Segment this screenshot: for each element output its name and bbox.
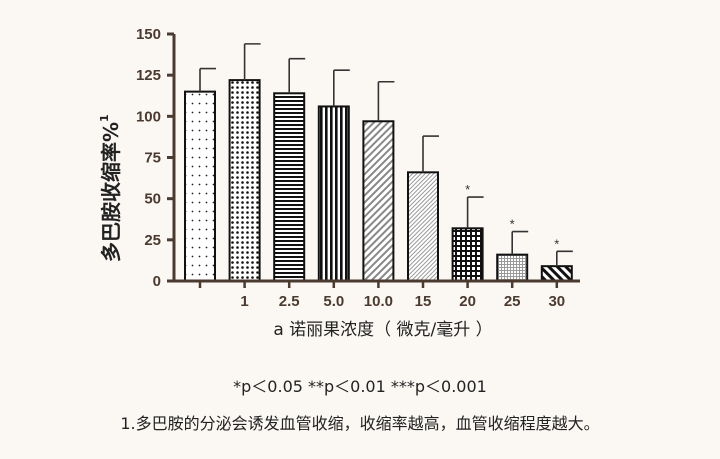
y-axis-label-text: 多巴胺收缩率% <box>99 122 123 262</box>
x-tick-label: 1 <box>240 293 248 310</box>
y-tick-label: 50 <box>144 191 161 208</box>
x-tick-label: 5.0 <box>323 293 344 310</box>
significance-marker: * <box>510 217 515 232</box>
x-tick-label: 2.5 <box>279 293 300 310</box>
bar <box>451 227 484 283</box>
x-tick-label: 15 <box>415 293 432 310</box>
y-ticks-group: 0 25 50 75 100 125 150 <box>136 26 174 290</box>
bar <box>317 105 350 282</box>
x-tick-label: 20 <box>459 293 476 310</box>
significance-marker: * <box>554 236 559 251</box>
y-axis-label-superscript: 1 <box>98 114 111 122</box>
y-tick-label: 125 <box>136 67 161 84</box>
bar <box>228 79 261 282</box>
y-axis-label: 多巴胺收缩率%1 <box>98 114 123 262</box>
x-tick-label: 10.0 <box>364 293 393 310</box>
significance-group: * * * <box>465 182 559 251</box>
bar <box>407 171 439 283</box>
x-tick-label: 30 <box>548 293 565 310</box>
y-tick-label: 25 <box>144 232 161 249</box>
x-tick-label: 25 <box>504 293 521 310</box>
y-tick-label: 100 <box>136 108 161 125</box>
bar-chart: * * * 0 25 50 75 100 125 150 1 2.5 5.0 10.0 15 20 25 30… <box>98 26 580 340</box>
y-tick-label: 150 <box>136 26 161 43</box>
footnote: 1.多巴胺的分泌会诱发血管收缩，收缩率越高，血管收缩程度越大。 <box>120 414 600 433</box>
bar <box>496 253 529 283</box>
bar <box>540 265 573 282</box>
y-tick-label: 75 <box>144 150 161 167</box>
error-bars-group <box>199 43 573 267</box>
y-tick-label: 0 <box>153 273 161 290</box>
bar <box>184 90 216 282</box>
significance-marker: * <box>465 182 470 197</box>
x-ticks-group: 1 2.5 5.0 10.0 15 20 25 30 <box>198 281 565 310</box>
bar <box>362 120 395 282</box>
x-axis-label: a 诺丽果浓度（ 微克/毫升 ） <box>273 320 492 340</box>
bar <box>273 92 306 282</box>
p-value-legend: *p＜0.05 **p＜0.01 ***p＜0.001 <box>233 377 487 396</box>
